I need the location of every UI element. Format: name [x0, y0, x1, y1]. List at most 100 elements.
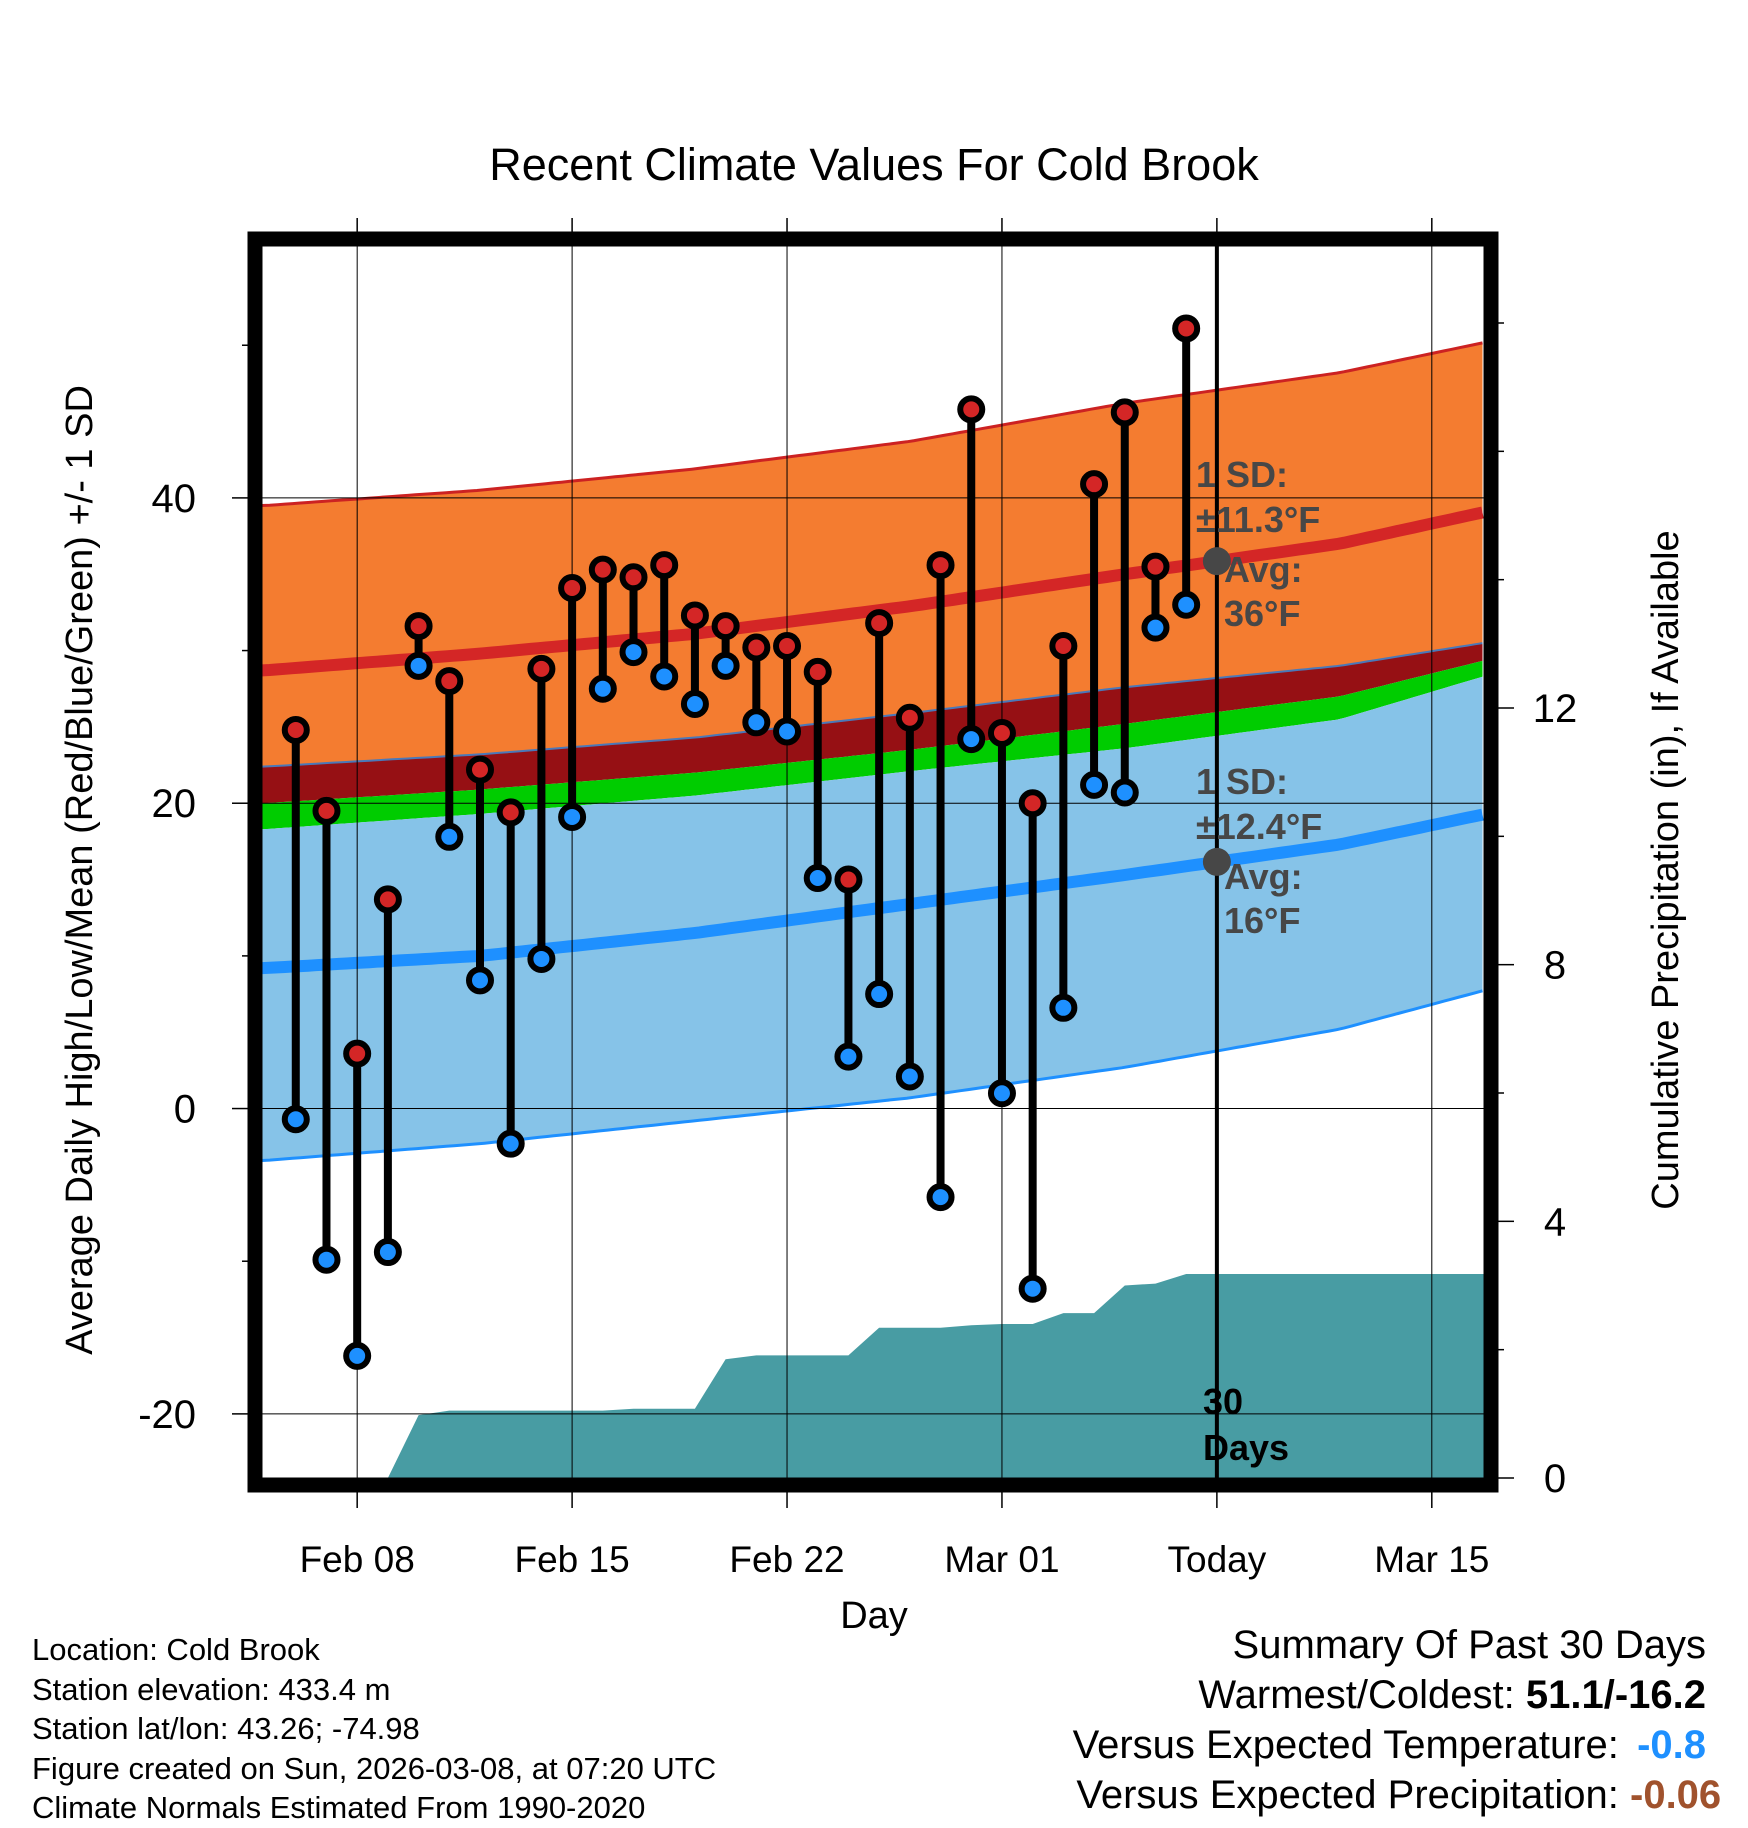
daily-high-dot [1141, 552, 1170, 581]
daily-low-dot [435, 822, 464, 851]
green-normal-band [262, 660, 1483, 830]
mean-band-upper-edge [262, 642, 1483, 768]
summary-title: Summary Of Past 30 Days [1232, 1623, 1706, 1667]
daily-high-dot [680, 601, 709, 630]
daily-high-dot [343, 1039, 372, 1068]
daily-low-dot [588, 674, 617, 703]
chart-title: Recent Climate Values For Cold Brook [489, 139, 1259, 190]
daily-low-dot [834, 1042, 863, 1071]
daily-high-dot [465, 755, 494, 784]
y2-tick-label: 8 [1544, 944, 1566, 988]
low-avg-label: Avg: [1224, 856, 1303, 897]
daily-high-dot [773, 631, 802, 660]
y2-tick-label: 12 [1533, 687, 1578, 731]
warm-cold-label: Warmest/Coldest: [1198, 1673, 1515, 1717]
daily-low-dot [773, 717, 802, 746]
daily-low-dot [742, 708, 771, 737]
precip-area [295, 1274, 1484, 1478]
x-tick-label: Feb 15 [515, 1539, 630, 1580]
summary-temp-row: Versus Expected Temperature: -0.8 [1073, 1720, 1706, 1770]
x-tick-label: Mar 01 [944, 1539, 1059, 1580]
high-band-upper-edge [262, 341, 1483, 507]
summary-panel: Summary Of Past 30 Days Warmest/Coldest:… [1073, 1620, 1722, 1820]
y2-tick-label: 0 [1544, 1457, 1566, 1501]
window-count: 30 [1203, 1381, 1243, 1422]
daily-low-dot [680, 689, 709, 718]
low-sd-value: ±12.4°F [1196, 806, 1322, 847]
y-tick-label: 40 [152, 477, 197, 521]
daily-low-dot [957, 725, 986, 754]
daily-high-dot [865, 609, 894, 638]
daily-high-dot [558, 573, 587, 602]
daily-low-dot [281, 1105, 310, 1134]
daily-low-dot [465, 966, 494, 995]
mean-normal-band [262, 643, 1483, 804]
daily-low-dot [619, 638, 648, 667]
low-sd-label: 1 SD: [1196, 761, 1288, 802]
daily-high-dot [1110, 398, 1139, 427]
daily-high-dot [373, 885, 402, 914]
summary-warm-cold-row: Warmest/Coldest: 51.1/-16.2 [1073, 1670, 1706, 1720]
daily-low-dot [404, 651, 433, 680]
precip-value: -0.06 [1630, 1773, 1722, 1817]
daily-high-dot [803, 657, 832, 686]
daily-low-dot [1141, 613, 1170, 642]
daily-high-dot [1080, 470, 1109, 499]
info-latlon: Station lat/lon: 43.26; -74.98 [32, 1711, 420, 1746]
info-created: Figure created on Sun, 2026-03-08, at 07… [32, 1750, 717, 1786]
x-tick-label: Mar 15 [1374, 1539, 1489, 1580]
high-sd-label: 1 SD: [1196, 454, 1288, 495]
high-avg-value: 36°F [1224, 593, 1300, 634]
daily-low-dot [558, 802, 587, 831]
daily-high-dot [834, 865, 863, 894]
daily-high-dot [496, 798, 525, 827]
daily-high-dot [404, 612, 433, 641]
y-axis-label: Average Daily High/Low/Mean (Red/Blue/Gr… [59, 385, 101, 1355]
daily-high-dot [650, 551, 679, 580]
daily-low-dot [1049, 993, 1078, 1022]
precip-label: Versus Expected Precipitation: [1076, 1773, 1619, 1817]
daily-low-dot [865, 980, 894, 1009]
daily-high-dot [742, 633, 771, 662]
y2-axis-label: Cumulative Precipitation (in), If Availa… [1645, 530, 1687, 1209]
daily-low-dot [527, 944, 556, 973]
daily-high-dot [312, 796, 341, 825]
daily-low-dot [650, 662, 679, 691]
daily-low-dot [711, 651, 740, 680]
x-tick-label: Feb 22 [729, 1539, 844, 1580]
daily-high-dot [588, 555, 617, 584]
x-tick-label: Feb 08 [300, 1539, 415, 1580]
y2-tick-label: 4 [1544, 1200, 1566, 1244]
low-normal-band [262, 676, 1483, 1161]
low-avg-value: 16°F [1224, 900, 1300, 941]
high-avg-label: Avg: [1224, 549, 1303, 590]
daily-high-dot [1049, 631, 1078, 660]
daily-low-dot [1172, 590, 1201, 619]
daily-low-dot [895, 1062, 924, 1091]
daily-high-dot [926, 551, 955, 580]
y-tick-label: 0 [174, 1088, 196, 1132]
daily-high-dot [987, 718, 1016, 747]
temp-label: Versus Expected Temperature: [1072, 1723, 1619, 1767]
high-sd-value: ±11.3°F [1196, 499, 1320, 540]
daily-low-dot [1080, 770, 1109, 799]
daily-low-dot [312, 1245, 341, 1274]
daily-high-dot [1018, 789, 1047, 818]
daily-high-dot [957, 395, 986, 424]
daily-low-dot [987, 1079, 1016, 1108]
x-tick-label: Today [1168, 1539, 1267, 1580]
daily-low-dot [373, 1238, 402, 1267]
daily-low-dot [926, 1183, 955, 1212]
daily-low-dot [496, 1129, 525, 1158]
y-tick-label: -20 [138, 1393, 196, 1437]
daily-high-dot [619, 563, 648, 592]
daily-high-dot [281, 715, 310, 744]
low-mean-line [262, 808, 1484, 975]
plot-inner [262, 246, 1484, 1478]
daily-low-dot [1018, 1274, 1047, 1303]
summary-precip-row: Versus Expected Precipitation: -0.06 [1073, 1770, 1722, 1820]
low-band-lower-edge [262, 989, 1483, 1162]
daily-high-dot [435, 667, 464, 696]
window-unit: Days [1203, 1427, 1289, 1468]
